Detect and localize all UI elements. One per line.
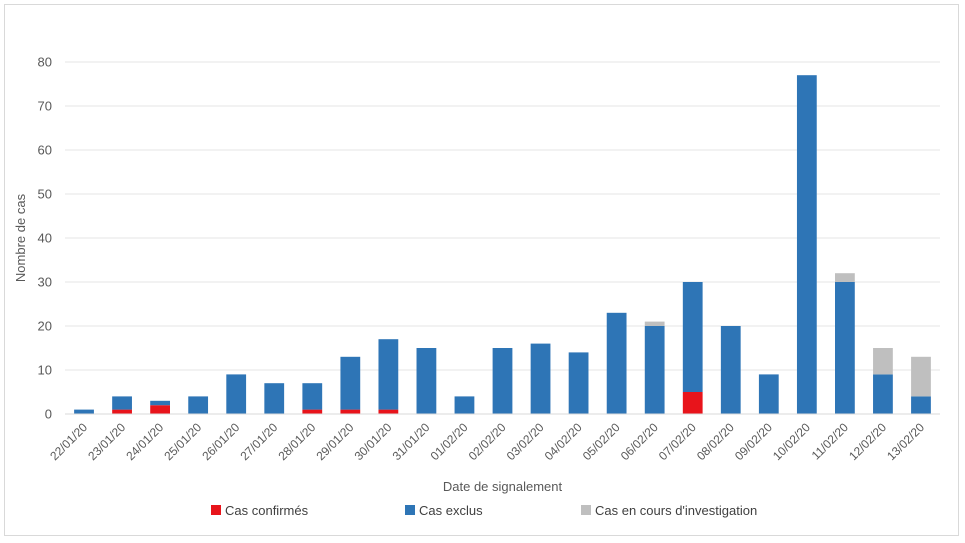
legend-swatch: [581, 505, 591, 515]
bar-segment: [911, 356, 931, 397]
x-tick-label: 30/01/20: [352, 420, 395, 463]
x-tick-label: 09/02/20: [732, 420, 775, 463]
bar-segment: [644, 326, 665, 414]
bar-segment: [606, 312, 627, 414]
bar-segment: [150, 400, 170, 406]
stacked-bar-chart: 0 10 20 30 40 50 60 70 80 22/01/2023/01/2024/01/…: [13, 55, 940, 518]
x-tick-label: 06/02/20: [618, 420, 661, 463]
x-tick-label: 29/01/20: [314, 420, 357, 463]
y-tick-label: 20: [38, 319, 52, 334]
legend-swatch: [211, 505, 221, 515]
x-tick-label: 08/02/20: [694, 420, 737, 463]
y-axis-ticks: 0 10 20 30 40 50 60 70 80: [38, 55, 52, 422]
legend: Cas confirmés Cas exclus Cas en cours d'in…: [211, 503, 757, 518]
bar-segment: [264, 383, 285, 414]
x-tick-label: 25/01/20: [161, 420, 204, 463]
bar-segment: [835, 273, 855, 282]
legend-swatch: [405, 505, 415, 515]
x-axis-ticks: 22/01/2023/01/2024/01/2025/01/2026/01/20…: [47, 420, 927, 463]
bar-segment: [302, 409, 323, 414]
bar-segment: [226, 374, 247, 414]
bar-segment: [302, 383, 323, 410]
bar-segment: [873, 348, 893, 375]
x-tick-label: 22/01/20: [47, 420, 90, 463]
bar-segment: [682, 392, 703, 414]
x-tick-label: 07/02/20: [656, 420, 699, 463]
bar-segment: [682, 282, 703, 392]
bar-segment: [568, 352, 589, 414]
bar-segment: [911, 396, 931, 414]
y-tick-label: 70: [38, 99, 52, 114]
y-axis-title: Nombre de cas: [13, 193, 28, 282]
y-tick-label: 10: [38, 363, 52, 378]
y-tick-label: 60: [38, 143, 52, 158]
bar-segment: [796, 75, 817, 414]
legend-label: Cas en cours d'investigation: [595, 503, 757, 518]
bar-segment: [74, 409, 94, 414]
x-tick-label: 11/02/20: [809, 420, 852, 463]
x-tick-label: 10/02/20: [770, 420, 813, 463]
bar-segment: [873, 374, 893, 414]
bar-segment: [720, 326, 741, 414]
bar-segment: [758, 374, 779, 414]
x-tick-label: 05/02/20: [580, 420, 623, 463]
y-tick-label: 50: [38, 187, 52, 202]
bars: [74, 75, 931, 414]
bar-segment: [492, 348, 513, 414]
legend-label: Cas exclus: [419, 503, 483, 518]
bar-segment: [530, 343, 551, 414]
gridlines: [65, 61, 940, 371]
y-tick-label: 0: [45, 407, 52, 422]
bar-segment: [188, 396, 209, 414]
legend-label: Cas confirmés: [225, 503, 309, 518]
x-tick-label: 24/01/20: [123, 420, 166, 463]
x-tick-label: 03/02/20: [504, 420, 547, 463]
x-tick-label: 13/02/20: [884, 420, 927, 463]
bar-segment: [340, 356, 361, 410]
bar-segment: [112, 396, 132, 410]
bar-segment: [150, 405, 170, 414]
x-tick-label: 12/02/20: [846, 420, 889, 463]
x-tick-label: 01/02/20: [428, 420, 471, 463]
bar-segment: [454, 396, 475, 414]
x-tick-label: 02/02/20: [466, 420, 509, 463]
y-tick-label: 40: [38, 231, 52, 246]
y-tick-label: 30: [38, 275, 52, 290]
bar-segment: [340, 409, 361, 414]
x-tick-label: 26/01/20: [199, 420, 242, 463]
x-axis-title: Date de signalement: [443, 479, 563, 494]
x-tick-label: 28/01/20: [275, 420, 318, 463]
bar-segment: [378, 409, 399, 414]
bar-segment: [416, 348, 437, 414]
bar-segment: [644, 321, 665, 326]
x-tick-label: 04/02/20: [542, 420, 585, 463]
bar-segment: [835, 282, 855, 414]
x-tick-label: 27/01/20: [237, 420, 280, 463]
x-tick-label: 31/01/20: [390, 420, 433, 463]
bar-segment: [378, 339, 399, 410]
y-tick-label: 80: [38, 55, 52, 70]
x-tick-label: 23/01/20: [85, 420, 128, 463]
bar-segment: [112, 409, 132, 414]
chart-frame: 0 10 20 30 40 50 60 70 80 22/01/20 23/01/20 24/01/…: [4, 4, 959, 536]
